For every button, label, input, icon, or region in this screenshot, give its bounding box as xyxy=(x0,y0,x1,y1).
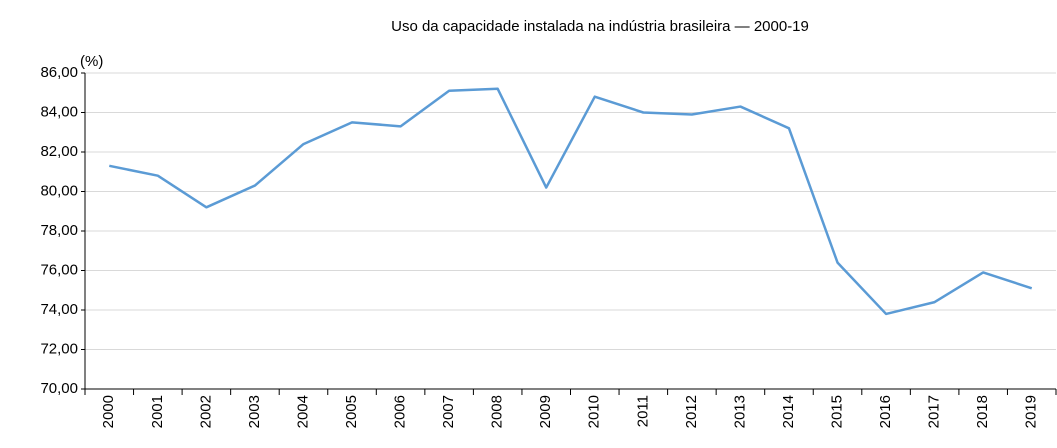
y-unit-label: (%) xyxy=(80,53,103,70)
x-tick-label: 2005 xyxy=(343,395,360,428)
y-tick-label: 78,00 xyxy=(40,222,78,239)
y-tick-label: 86,00 xyxy=(40,64,78,81)
x-tick-label: 2013 xyxy=(731,395,748,428)
chart-title: Uso da capacidade instalada na indústria… xyxy=(391,18,809,35)
x-tick-label: 2015 xyxy=(828,395,845,428)
y-tick-label: 74,00 xyxy=(40,301,78,318)
y-tick-label: 80,00 xyxy=(40,182,78,199)
y-tick-label: 70,00 xyxy=(40,380,78,397)
x-tick-label: 2008 xyxy=(489,395,506,428)
x-tick-label: 2017 xyxy=(926,395,943,428)
y-tick-label: 84,00 xyxy=(40,103,78,120)
x-tick-label: 2009 xyxy=(537,395,554,428)
x-tick-label: 2018 xyxy=(974,395,991,428)
x-tick-label: 2004 xyxy=(294,395,311,428)
x-tick-label: 2007 xyxy=(440,395,457,428)
x-tick-label: 2003 xyxy=(246,395,263,428)
y-tick-label: 76,00 xyxy=(40,261,78,278)
y-tick-label: 72,00 xyxy=(40,340,78,357)
x-tick-label: 2000 xyxy=(100,395,117,428)
x-tick-label: 2011 xyxy=(634,395,651,427)
y-tick-label: 82,00 xyxy=(40,143,78,160)
x-tick-label: 2012 xyxy=(683,395,700,428)
data-line xyxy=(109,87,1033,316)
x-tick-label: 2019 xyxy=(1023,395,1040,428)
x-tick-label: 2010 xyxy=(586,395,603,428)
x-tick-label: 2002 xyxy=(197,395,214,428)
x-tick-label: 2014 xyxy=(780,395,797,428)
x-tick-label: 2006 xyxy=(392,395,409,428)
x-tick-label: 2001 xyxy=(149,395,166,428)
x-tick-label: 2016 xyxy=(877,395,894,428)
